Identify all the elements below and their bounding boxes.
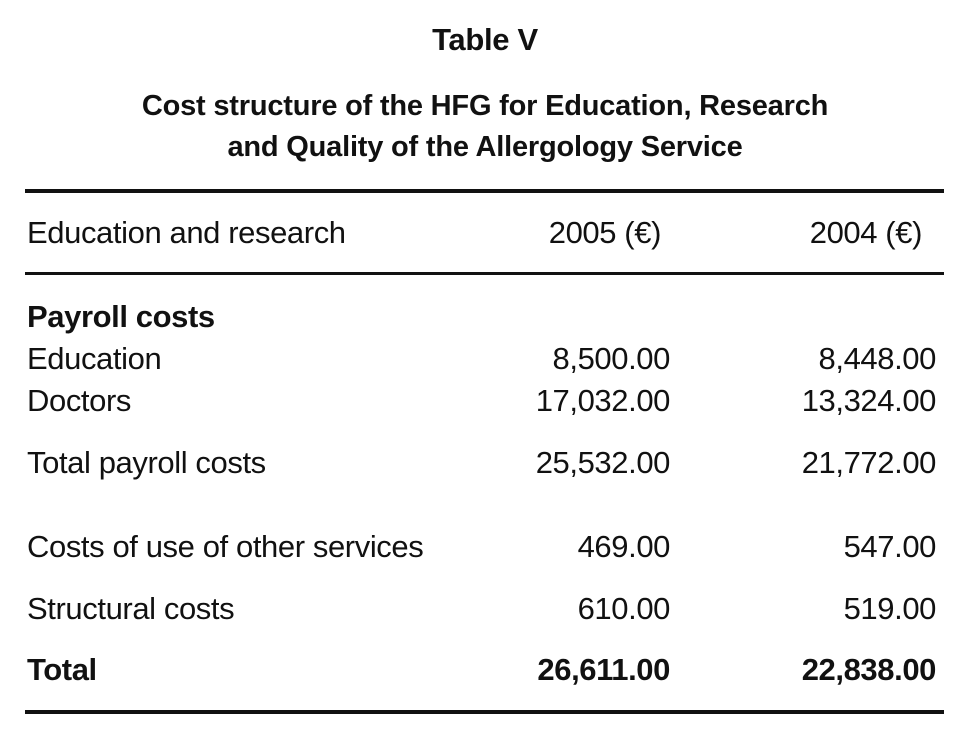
row-label: Costs of use of other services bbox=[27, 529, 424, 564]
row-label: Doctors bbox=[27, 383, 132, 418]
header-col-2004: 2004 (€) bbox=[809, 215, 923, 250]
header-rule bbox=[25, 272, 944, 275]
total-label: Total bbox=[27, 652, 97, 687]
bottom-rule bbox=[25, 710, 944, 714]
top-rule bbox=[25, 189, 944, 193]
row-value-2005: 17,032.00 bbox=[535, 383, 671, 418]
row-label: Total payroll costs bbox=[27, 445, 266, 480]
total-value-2004: 22,838.00 bbox=[801, 652, 937, 687]
table-title-line-2: and Quality of the Allergology Service bbox=[227, 131, 743, 163]
row-label: Structural costs bbox=[27, 591, 235, 626]
row-value-2004: 8,448.00 bbox=[818, 341, 937, 376]
row-value-2005: 8,500.00 bbox=[552, 341, 671, 376]
table-title-line-1: Cost structure of the HFG for Education,… bbox=[141, 90, 829, 122]
row-value-2004: 13,324.00 bbox=[801, 383, 937, 418]
table-label: Table V bbox=[432, 22, 538, 57]
total-value-2005: 26,611.00 bbox=[537, 652, 670, 687]
header-col-label: Education and research bbox=[27, 215, 346, 250]
row-value-2004: 519.00 bbox=[843, 591, 937, 626]
header-col-2005: 2005 (€) bbox=[548, 215, 662, 250]
row-value-2004: 21,772.00 bbox=[801, 445, 937, 480]
section-payroll-heading: Payroll costs bbox=[27, 299, 215, 334]
row-value-2004: 547.00 bbox=[843, 529, 937, 564]
row-value-2005: 469.00 bbox=[577, 529, 671, 564]
row-value-2005: 25,532.00 bbox=[535, 445, 671, 480]
row-value-2005: 610.00 bbox=[577, 591, 671, 626]
row-label: Education bbox=[27, 341, 162, 376]
